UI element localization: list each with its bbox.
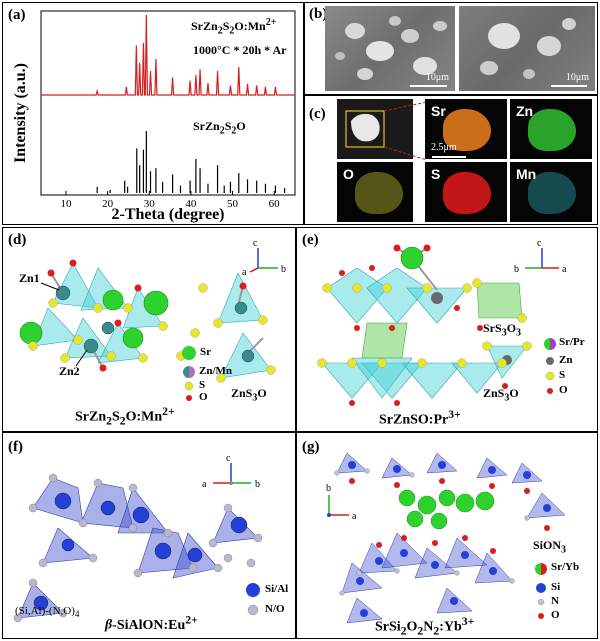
eds-map-blob — [528, 172, 576, 214]
f-title: β-SiAlON:Eu2+ — [105, 613, 198, 633]
xrd-xlabel: 2-Theta (degree) — [112, 206, 225, 223]
d-axis-b: b — [281, 264, 286, 275]
e-legend-zn: Zn — [559, 354, 573, 366]
eds-map-blob — [355, 172, 403, 214]
eds-scale-bar — [432, 156, 466, 158]
f-axis-c: c — [226, 453, 231, 464]
xrd-xtick-label: 30 — [144, 198, 156, 210]
f-axis-a: a — [202, 479, 207, 490]
e-srs3o3-label: SrS3O3 — [483, 321, 522, 339]
eds-map-label: O — [343, 166, 354, 182]
f-legend-sial: Si/Al — [265, 583, 289, 595]
panel-d-structure: (d) — [2, 227, 296, 432]
eds-map-label: Sr — [431, 103, 446, 119]
e-axis-c: c — [537, 238, 542, 249]
d-title: SrZn2S2O:Mn2+ — [75, 405, 175, 428]
eds-map-o: O — [337, 162, 413, 222]
sem-scale-right: 10μm — [565, 72, 589, 83]
eds-map-label: Mn — [516, 166, 537, 182]
g-unit-label: SiON3 — [533, 538, 567, 556]
panel-c-eds: (c) Sr Zn O S Mn 2.5μm — [304, 95, 598, 225]
d-axis-c: c — [253, 238, 258, 249]
g-legend-o: O — [551, 609, 560, 621]
panel-label-f: (f) — [8, 439, 23, 455]
sem-scale-left: 10μm — [425, 72, 449, 83]
panel-label-g: (g) — [302, 439, 320, 455]
xrd-xtick-label: 50 — [227, 198, 239, 210]
d-legend-znmn: Zn/Mn — [199, 365, 233, 377]
eds-map-sr: Sr — [425, 99, 507, 159]
e-title: SrZnSO:Pr3+ — [379, 408, 461, 428]
sem-image-left: 10μm — [325, 6, 455, 91]
xrd-chart: 10 20 30 40 50 60 Intensity (a.u.) 2-Theta (d… — [12, 10, 296, 223]
xrd-top-title: SrZn2S2O:Mn2+ — [191, 17, 277, 37]
xrd-xtick-label: 40 — [185, 198, 197, 210]
panel-label-d: (d) — [8, 232, 27, 248]
d-legend-o: O — [199, 391, 208, 403]
f-legend-no: N/O — [265, 603, 285, 615]
sem-image-right: 10μm — [459, 6, 595, 91]
d-zn2-label: Zn2 — [59, 364, 80, 378]
xrd-frame — [40, 10, 296, 196]
d-zn1-label: Zn1 — [19, 271, 40, 285]
panel-g-structure: (g) — [296, 432, 598, 639]
eds-map-blob — [443, 172, 491, 214]
eds-scale: 2.5μm — [431, 142, 457, 153]
e-legend-srpr: Sr/Pr — [559, 336, 585, 348]
xrd-ylabel: Intensity (a.u.) — [12, 63, 29, 163]
xrd-top-condition: 1000°C * 20h * Ar — [193, 43, 287, 57]
e-zns3o-label: ZnS3O — [483, 386, 519, 404]
e-legend-s: S — [559, 369, 566, 381]
xrd-xtick-label: 10 — [60, 198, 72, 210]
f-unit-label: (Si,Al)-(N,O)4 — [15, 605, 80, 620]
g-axis-b: b — [326, 483, 331, 494]
g-legend-sryb: Sr/Yb — [551, 561, 580, 573]
eds-sem-tile — [337, 99, 413, 159]
eds-map-s: S — [425, 162, 507, 222]
eds-map-zn: Zn — [510, 99, 592, 159]
eds-map-blob — [528, 109, 576, 151]
panel-f-structure: (f) — [2, 432, 296, 639]
d-unit-label: ZnS3O — [231, 386, 267, 404]
e-axis-a: a — [562, 264, 567, 275]
panel-label-c: (c) — [309, 106, 326, 122]
panel-e-structure: (e) — [296, 227, 598, 432]
d-legend-sr: Sr — [200, 346, 211, 358]
eds-map-mn: Mn — [510, 162, 592, 222]
panel-label-e: (e) — [302, 232, 319, 248]
f-axis-b: b — [255, 479, 260, 490]
panel-b-sem: (b) 10μm 10μm — [304, 2, 598, 95]
g-axis-a: a — [352, 511, 357, 522]
g-legend-n: N — [551, 595, 559, 607]
g-title: SrSi2O2N2:Yb3+ — [375, 615, 475, 638]
eds-map-label: Zn — [516, 103, 534, 119]
g-legend-si: Si — [551, 581, 561, 593]
e-axis-b: b — [514, 264, 519, 275]
panel-a-xrd: (a) 10 20 30 40 50 60 Intensity (a.u.) 2-Thet… — [2, 2, 304, 225]
eds-map-blob — [443, 109, 491, 151]
xrd-xtick-label: 20 — [102, 198, 114, 210]
e-legend-o: O — [559, 384, 568, 396]
xrd-xtick-label: 60 — [269, 198, 281, 210]
panel-label-a: (a) — [8, 7, 26, 23]
d-legend-s: S — [199, 379, 206, 391]
eds-map-label: S — [431, 166, 441, 182]
xrd-bottom-title: SrZn2S2O — [193, 119, 246, 137]
d-axis-a: a — [242, 267, 247, 278]
panel-label-b: (b) — [309, 6, 328, 22]
xrd-series-line-top — [41, 14, 295, 96]
